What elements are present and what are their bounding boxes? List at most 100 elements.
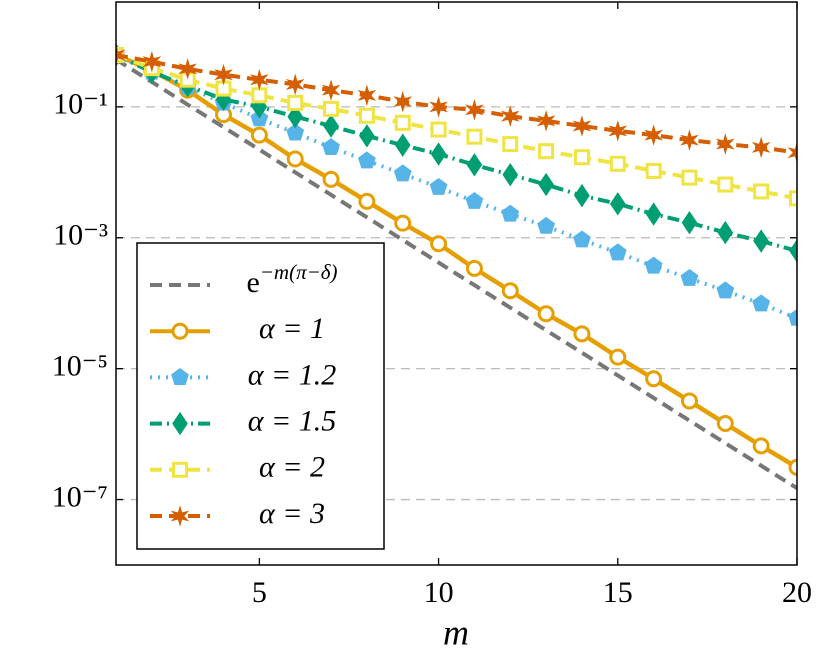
marker: [250, 68, 269, 91]
x-tick-label: 20: [782, 576, 812, 609]
marker: [501, 204, 520, 222]
marker: [357, 84, 377, 107]
marker: [429, 177, 448, 195]
marker: [753, 183, 770, 200]
marker: [680, 129, 699, 151]
marker: [680, 268, 699, 286]
plot-area: [116, 43, 797, 490]
marker: [214, 63, 233, 86]
marker: [788, 308, 797, 326]
x-axis-label: m: [443, 612, 469, 652]
marker: [358, 107, 375, 124]
marker: [609, 348, 627, 366]
marker: [172, 411, 188, 436]
marker: [430, 142, 447, 166]
marker: [171, 322, 189, 340]
marker: [358, 192, 376, 210]
marker: [644, 256, 663, 274]
marker: [502, 136, 519, 153]
marker: [536, 110, 556, 132]
marker: [788, 458, 797, 476]
marker: [465, 259, 483, 277]
marker: [250, 126, 268, 144]
marker: [393, 164, 412, 182]
plot-frame: [115, 1, 798, 566]
series: [116, 57, 797, 490]
marker: [430, 235, 448, 253]
marker: [681, 169, 698, 186]
marker: [285, 73, 305, 96]
marker: [502, 162, 519, 187]
marker: [538, 143, 555, 160]
marker: [142, 50, 162, 73]
marker: [466, 153, 483, 177]
marker: [172, 461, 188, 478]
series: [116, 46, 797, 207]
line: [116, 57, 797, 490]
marker: [170, 505, 190, 527]
marker: [716, 281, 735, 299]
marker: [393, 90, 413, 113]
y-tick-label: 10⁻⁵: [52, 350, 108, 383]
marker: [171, 368, 189, 385]
marker: [394, 133, 411, 157]
marker: [501, 282, 519, 300]
line: [116, 53, 797, 155]
marker: [752, 294, 771, 312]
marker: [286, 150, 304, 168]
marker: [717, 176, 734, 193]
series: [116, 43, 797, 263]
x-tick-label: 15: [603, 576, 633, 609]
legend: e−m(π−δ) α = 1 α = 1.2 α = 1.5 α = 2 α = 3: [136, 242, 385, 550]
marker: [394, 114, 411, 131]
marker: [573, 230, 591, 248]
marker: [752, 437, 770, 455]
legend-label: α = 1: [259, 312, 325, 345]
marker: [573, 325, 591, 343]
marker: [286, 123, 305, 141]
marker: [322, 138, 340, 155]
marker: [537, 305, 555, 323]
marker: [538, 172, 554, 197]
marker: [574, 183, 590, 208]
marker: [608, 243, 627, 261]
marker: [466, 128, 483, 145]
marker: [751, 136, 771, 159]
x-tick-label: 10: [424, 576, 454, 609]
marker: [787, 141, 797, 164]
y-tick-label: 10⁻¹: [53, 88, 108, 121]
legend-box: [136, 242, 385, 550]
marker: [394, 214, 412, 232]
marker: [322, 170, 340, 188]
marker: [609, 192, 626, 216]
marker: [717, 220, 734, 245]
marker: [681, 210, 698, 235]
marker: [465, 191, 484, 209]
marker: [537, 216, 556, 234]
marker: [429, 96, 448, 118]
marker: [287, 94, 304, 111]
marker: [645, 162, 662, 179]
x-tick-label: 5: [252, 576, 267, 609]
legend-label: e−m(π−δ): [246, 260, 337, 299]
marker: [645, 370, 663, 388]
marker: [178, 58, 198, 80]
legend-label: α = 3: [259, 497, 325, 530]
marker: [357, 151, 376, 169]
marker: [789, 190, 797, 207]
marker: [251, 87, 268, 104]
marker: [323, 114, 339, 138]
marker: [321, 79, 341, 101]
marker: [680, 392, 698, 410]
marker: [644, 124, 663, 146]
marker: [789, 239, 797, 263]
marker: [573, 149, 590, 166]
marker: [753, 229, 769, 253]
marker: [608, 120, 628, 142]
marker: [430, 121, 447, 138]
marker: [465, 99, 484, 121]
marker: [359, 124, 375, 148]
marker: [500, 105, 520, 127]
marker: [572, 115, 592, 137]
